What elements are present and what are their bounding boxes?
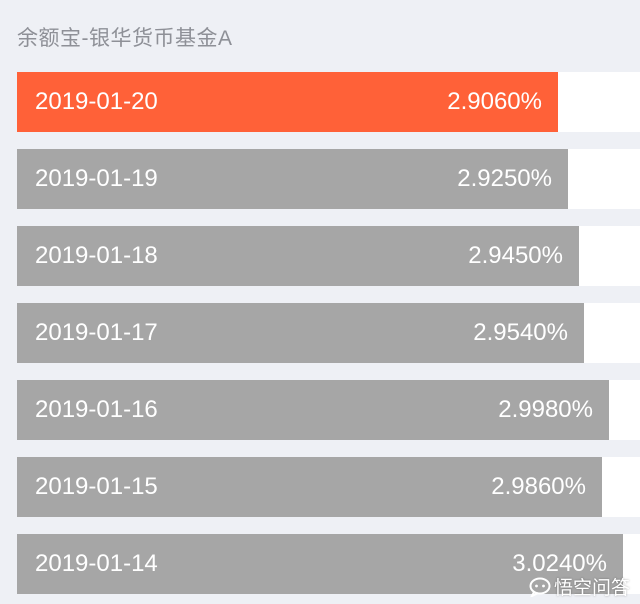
rate-list: 2019-01-20 2.9060% 2019-01-19 2.9250% 20… bbox=[17, 72, 640, 594]
rate-label: 2.9540% bbox=[473, 319, 568, 346]
page-title: 余额宝-银华货币基金A bbox=[17, 27, 233, 50]
date-label: 2019-01-15 bbox=[35, 473, 158, 500]
date-label: 2019-01-20 bbox=[35, 88, 158, 115]
rate-label: 2.9450% bbox=[468, 242, 563, 269]
rate-label: 2.9250% bbox=[457, 165, 552, 192]
rate-bar bbox=[17, 457, 602, 517]
watermark-text: 悟空问答 bbox=[553, 578, 630, 599]
rate-bar bbox=[17, 380, 609, 440]
list-item[interactable]: 2019-01-18 2.9450% bbox=[17, 226, 640, 286]
list-item[interactable]: 2019-01-15 2.9860% bbox=[17, 457, 640, 517]
watermark: 悟空问答 bbox=[529, 573, 630, 600]
list-item[interactable]: 2019-01-14 3.0240% bbox=[17, 534, 640, 594]
rate-label: 2.9060% bbox=[447, 88, 542, 115]
rate-bar bbox=[17, 534, 623, 594]
rate-bar bbox=[17, 72, 558, 132]
date-label: 2019-01-18 bbox=[35, 242, 158, 269]
date-label: 2019-01-17 bbox=[35, 319, 158, 346]
rate-bar bbox=[17, 226, 579, 286]
list-item[interactable]: 2019-01-17 2.9540% bbox=[17, 303, 640, 363]
date-label: 2019-01-16 bbox=[35, 396, 158, 423]
rate-label: 2.9980% bbox=[498, 396, 593, 423]
list-item[interactable]: 2019-01-19 2.9250% bbox=[17, 149, 640, 209]
chat-bubble-icon bbox=[529, 577, 551, 597]
date-label: 2019-01-19 bbox=[35, 165, 158, 192]
date-label: 2019-01-14 bbox=[35, 550, 158, 577]
rate-label: 3.0240% bbox=[512, 550, 607, 577]
rate-bar bbox=[17, 303, 584, 363]
list-item[interactable]: 2019-01-20 2.9060% bbox=[17, 72, 640, 132]
rate-label: 2.9860% bbox=[491, 473, 586, 500]
rate-bar bbox=[17, 149, 568, 209]
list-item[interactable]: 2019-01-16 2.9980% bbox=[17, 380, 640, 440]
